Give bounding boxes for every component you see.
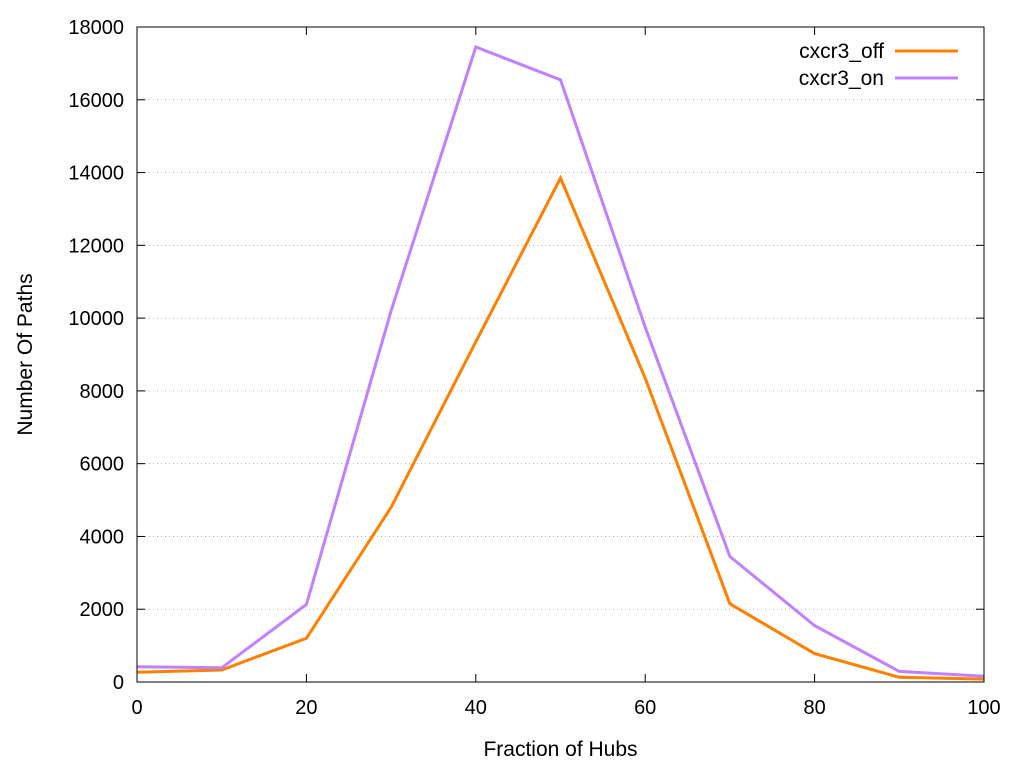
legend-label-cxcr3_on: cxcr3_on <box>799 67 884 90</box>
y-axis-label: Number Of Paths <box>14 273 37 435</box>
x-tick-label: 100 <box>967 697 1000 719</box>
x-tick-label: 80 <box>803 697 825 719</box>
legend-label-cxcr3_off: cxcr3_off <box>799 40 884 63</box>
x-axis-label: Fraction of Hubs <box>483 738 637 761</box>
x-tick-label: 60 <box>634 697 656 719</box>
y-tick-label: 2000 <box>80 599 125 621</box>
y-tick-label: 4000 <box>80 526 125 548</box>
x-tick-label: 0 <box>131 697 142 719</box>
x-tick-label: 20 <box>295 697 317 719</box>
y-tick-label: 16000 <box>68 90 124 112</box>
y-tick-label: 6000 <box>80 454 125 476</box>
y-tick-label: 0 <box>113 672 124 694</box>
legend: cxcr3_off cxcr3_on <box>799 40 958 90</box>
axis-ticks: 0 2000 4000 6000 8000 10000 12000 14000 16000 180… <box>68 17 1000 719</box>
y-tick-label: 8000 <box>80 381 125 403</box>
series-line-cxcr3_off <box>136 174 985 681</box>
plot-frame <box>136 26 985 683</box>
y-tick-label: 14000 <box>68 163 124 185</box>
series-line-cxcr3_on <box>136 45 985 678</box>
y-tick-label: 10000 <box>68 308 124 330</box>
series-lines <box>136 45 985 681</box>
x-tick-label: 40 <box>465 697 487 719</box>
y-tick-label: 18000 <box>68 17 124 39</box>
y-tick-label: 12000 <box>68 235 124 257</box>
